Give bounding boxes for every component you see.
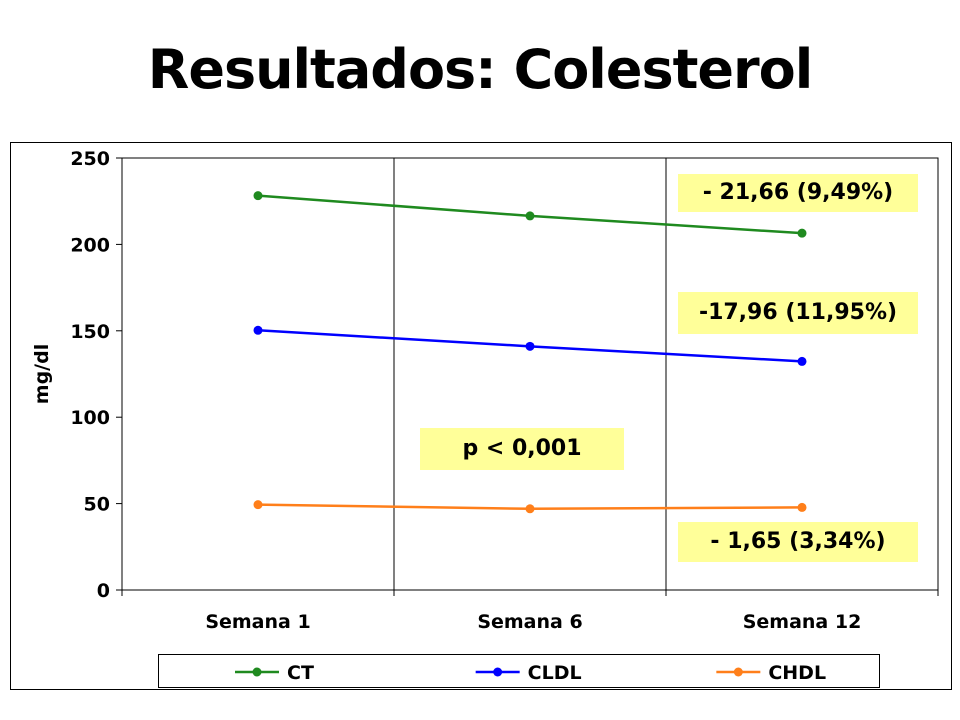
x-category-label: Semana 1 [205,611,310,633]
legend-label-chdl: CHDL [768,662,826,684]
annotation-p-value: p < 0,001 [420,428,624,470]
y-tick-label: 200 [70,234,110,256]
x-category-label: Semana 6 [477,611,582,633]
data-point-cldl [797,356,807,366]
legend-entries: CT CLDL CHDL [235,662,826,684]
legend-marker-cldl [493,667,503,677]
legend-marker-chdl [733,667,743,677]
data-point-ct [253,191,263,201]
y-tick-label: 50 [84,494,110,516]
legend-marker-ct [252,667,262,677]
y-tick-label: 150 [70,321,110,343]
data-point-chdl [253,500,263,510]
y-tick-label: 100 [70,407,110,429]
y-axis-label: mg/dl [31,344,53,404]
legend-label-ct: CT [287,662,314,684]
data-point-ct [797,228,807,238]
data-point-chdl [797,502,807,512]
data-point-cldl [525,341,535,351]
data-point-chdl [525,504,535,514]
x-category-label: Semana 12 [743,611,862,633]
annotation-ct-change: - 21,66 (9,49%) [678,174,918,212]
chart-legend: CT CLDL CHDL [158,654,880,688]
y-tick-label: 250 [70,148,110,170]
legend-label-cldl: CLDL [528,662,582,684]
data-point-cldl [253,325,263,335]
data-point-ct [525,211,535,221]
y-tick-label: 0 [97,580,110,602]
page-title: Resultados: Colesterol [147,38,814,101]
annotation-cldl-change: -17,96 (11,95%) [678,292,918,334]
annotation-chdl-change: - 1,65 (3,34%) [678,522,918,562]
